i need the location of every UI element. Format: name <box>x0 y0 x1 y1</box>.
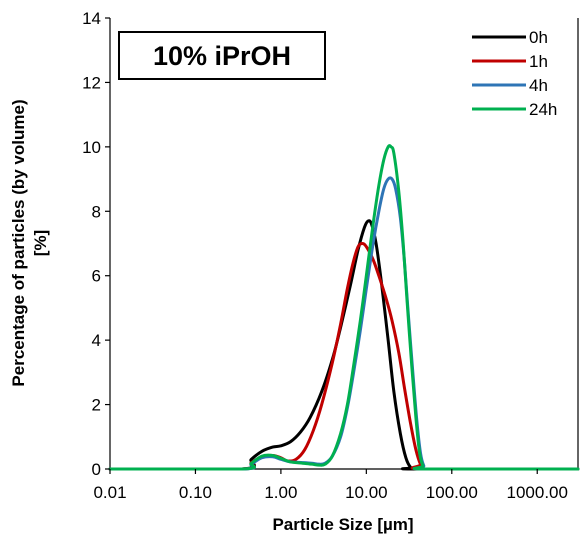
x-tick-label: 1.00 <box>264 483 297 502</box>
legend: 0h 1h 4h 24h <box>472 28 557 119</box>
x-axis-title: Particle Size [µm] <box>272 515 413 534</box>
y-tick-label: 12 <box>82 73 101 92</box>
x-tick-label: 1000.00 <box>507 483 568 502</box>
y-axis: 0 2 4 6 8 10 12 14 <box>82 9 110 479</box>
y-axis-title: Percentage of particles (by volume) [%] <box>9 99 50 386</box>
x-axis: 0.01 0.10 1.00 10.00 100.00 1000.00 <box>93 469 568 502</box>
x-tick-label: 100.00 <box>426 483 478 502</box>
y-tick-label: 2 <box>92 396 101 415</box>
x-tick-label: 0.10 <box>179 483 212 502</box>
y-tick-label: 4 <box>92 331 101 350</box>
legend-label-24h: 24h <box>529 100 557 119</box>
y-axis-title-line-1: Percentage of particles (by volume) <box>9 99 28 386</box>
legend-label-0h: 0h <box>529 28 548 47</box>
series-line-1h <box>110 244 578 470</box>
chart-title-box: 10% iPrOH <box>119 32 325 79</box>
y-axis-title-line-2: [%] <box>31 230 50 256</box>
chart-title: 10% iPrOH <box>153 41 291 71</box>
series-line-0h <box>110 221 578 469</box>
x-tick-label: 10.00 <box>345 483 388 502</box>
y-tick-label: 8 <box>92 202 101 221</box>
series-layer <box>110 146 578 469</box>
legend-label-1h: 1h <box>529 52 548 71</box>
legend-label-4h: 4h <box>529 76 548 95</box>
y-tick-label: 14 <box>82 9 101 28</box>
y-tick-label: 0 <box>92 460 101 479</box>
y-tick-label: 6 <box>92 267 101 286</box>
x-tick-label: 0.01 <box>93 483 126 502</box>
y-tick-label: 10 <box>82 138 101 157</box>
